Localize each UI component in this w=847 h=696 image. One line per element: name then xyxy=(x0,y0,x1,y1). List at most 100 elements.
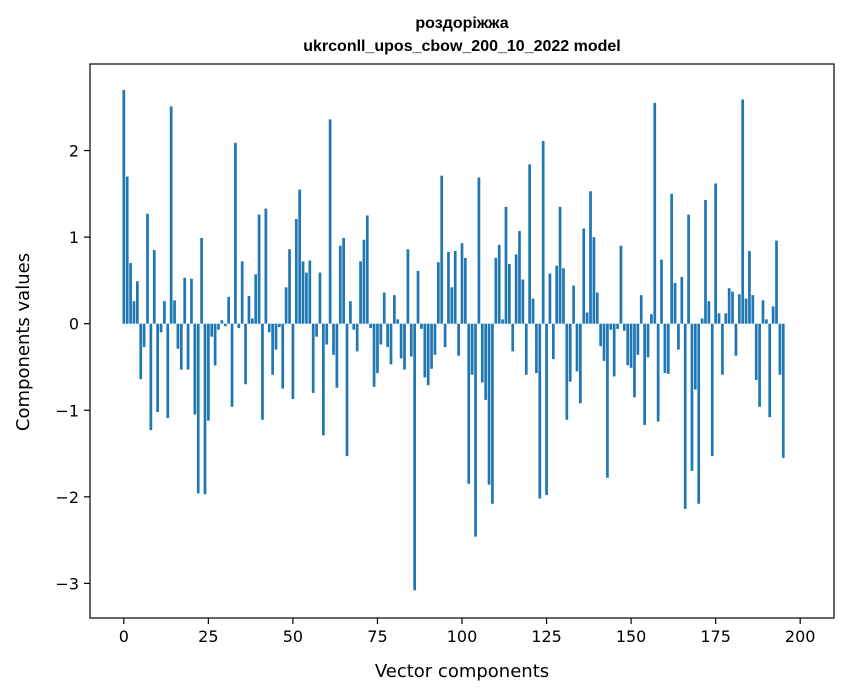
bar xyxy=(281,323,285,389)
bar xyxy=(240,261,244,324)
bar xyxy=(524,323,528,375)
bar xyxy=(599,323,603,347)
bar xyxy=(646,323,650,358)
bar xyxy=(693,323,697,390)
y-tick-label: −3 xyxy=(55,574,79,593)
bar xyxy=(683,323,687,509)
bar xyxy=(257,214,261,324)
bar xyxy=(139,323,143,380)
bar xyxy=(470,323,474,375)
bar xyxy=(555,265,559,324)
bar xyxy=(602,323,606,361)
bar xyxy=(609,323,613,330)
bar xyxy=(244,323,247,385)
bar xyxy=(494,257,498,324)
bar xyxy=(714,183,717,324)
bar xyxy=(565,323,569,420)
bar xyxy=(406,249,410,324)
bar xyxy=(724,313,728,324)
bar xyxy=(460,243,464,324)
bar xyxy=(163,301,166,324)
bar xyxy=(551,323,555,360)
bar xyxy=(420,323,423,329)
bar xyxy=(450,287,454,324)
bar xyxy=(372,323,376,387)
bar xyxy=(650,314,653,324)
x-tick-label: 75 xyxy=(367,627,387,646)
bar xyxy=(636,323,640,355)
bar xyxy=(622,323,626,331)
bar xyxy=(477,177,481,324)
bar xyxy=(315,323,318,337)
bar xyxy=(761,300,765,324)
bar xyxy=(369,323,373,329)
bar xyxy=(443,323,447,348)
bar xyxy=(379,323,383,345)
bar xyxy=(342,237,345,324)
bar xyxy=(250,318,254,324)
x-axis: 0 25 50 75 100 125 150 175 200 xyxy=(119,618,816,646)
bar xyxy=(261,323,264,420)
bar xyxy=(389,323,393,365)
bar xyxy=(291,323,295,399)
bar xyxy=(311,323,315,393)
bar xyxy=(562,268,565,324)
bar xyxy=(707,301,711,324)
bar xyxy=(413,323,417,591)
bar xyxy=(535,323,538,374)
bar xyxy=(176,323,180,349)
bar xyxy=(349,301,352,324)
bar xyxy=(507,263,511,324)
bar xyxy=(359,261,362,324)
bar xyxy=(771,306,775,324)
bar xyxy=(480,323,484,383)
bar xyxy=(318,272,322,324)
y-axis-label: Components values xyxy=(13,253,34,431)
bar xyxy=(781,323,785,458)
bar xyxy=(633,323,636,398)
bar xyxy=(511,323,515,352)
chart-title: роздоріжжа xyxy=(415,15,508,32)
bar xyxy=(416,270,420,324)
bar xyxy=(491,323,494,504)
x-tick-label: 200 xyxy=(785,627,816,646)
bar xyxy=(152,250,156,324)
bar xyxy=(758,323,761,407)
bar xyxy=(230,323,234,407)
bar xyxy=(294,218,298,324)
bar xyxy=(382,292,386,324)
bar xyxy=(386,323,389,348)
bar xyxy=(396,319,400,324)
bar xyxy=(399,323,403,359)
bar xyxy=(737,294,741,324)
bar xyxy=(365,215,369,324)
bar xyxy=(298,189,302,324)
bar xyxy=(135,281,139,324)
bar xyxy=(335,323,339,388)
bar xyxy=(423,323,427,378)
bar xyxy=(778,323,782,375)
bar xyxy=(325,323,329,345)
bar xyxy=(210,323,214,337)
bar xyxy=(612,323,616,377)
y-axis: −3 −2 −1 0 1 2 xyxy=(55,142,90,593)
bar xyxy=(690,323,694,471)
bar xyxy=(670,193,674,324)
bar xyxy=(741,99,745,324)
bar xyxy=(264,208,268,324)
bar xyxy=(501,319,504,324)
bar xyxy=(545,323,548,496)
bar xyxy=(639,295,643,324)
y-tick-label: −2 xyxy=(55,488,79,507)
bar xyxy=(487,323,491,485)
bar xyxy=(237,323,241,329)
bar xyxy=(196,323,200,494)
bar xyxy=(704,199,707,324)
bar xyxy=(754,323,758,380)
bar-series xyxy=(122,89,785,591)
bar xyxy=(376,323,379,374)
bar xyxy=(338,245,342,324)
bar xyxy=(166,323,170,419)
bar xyxy=(531,298,535,324)
